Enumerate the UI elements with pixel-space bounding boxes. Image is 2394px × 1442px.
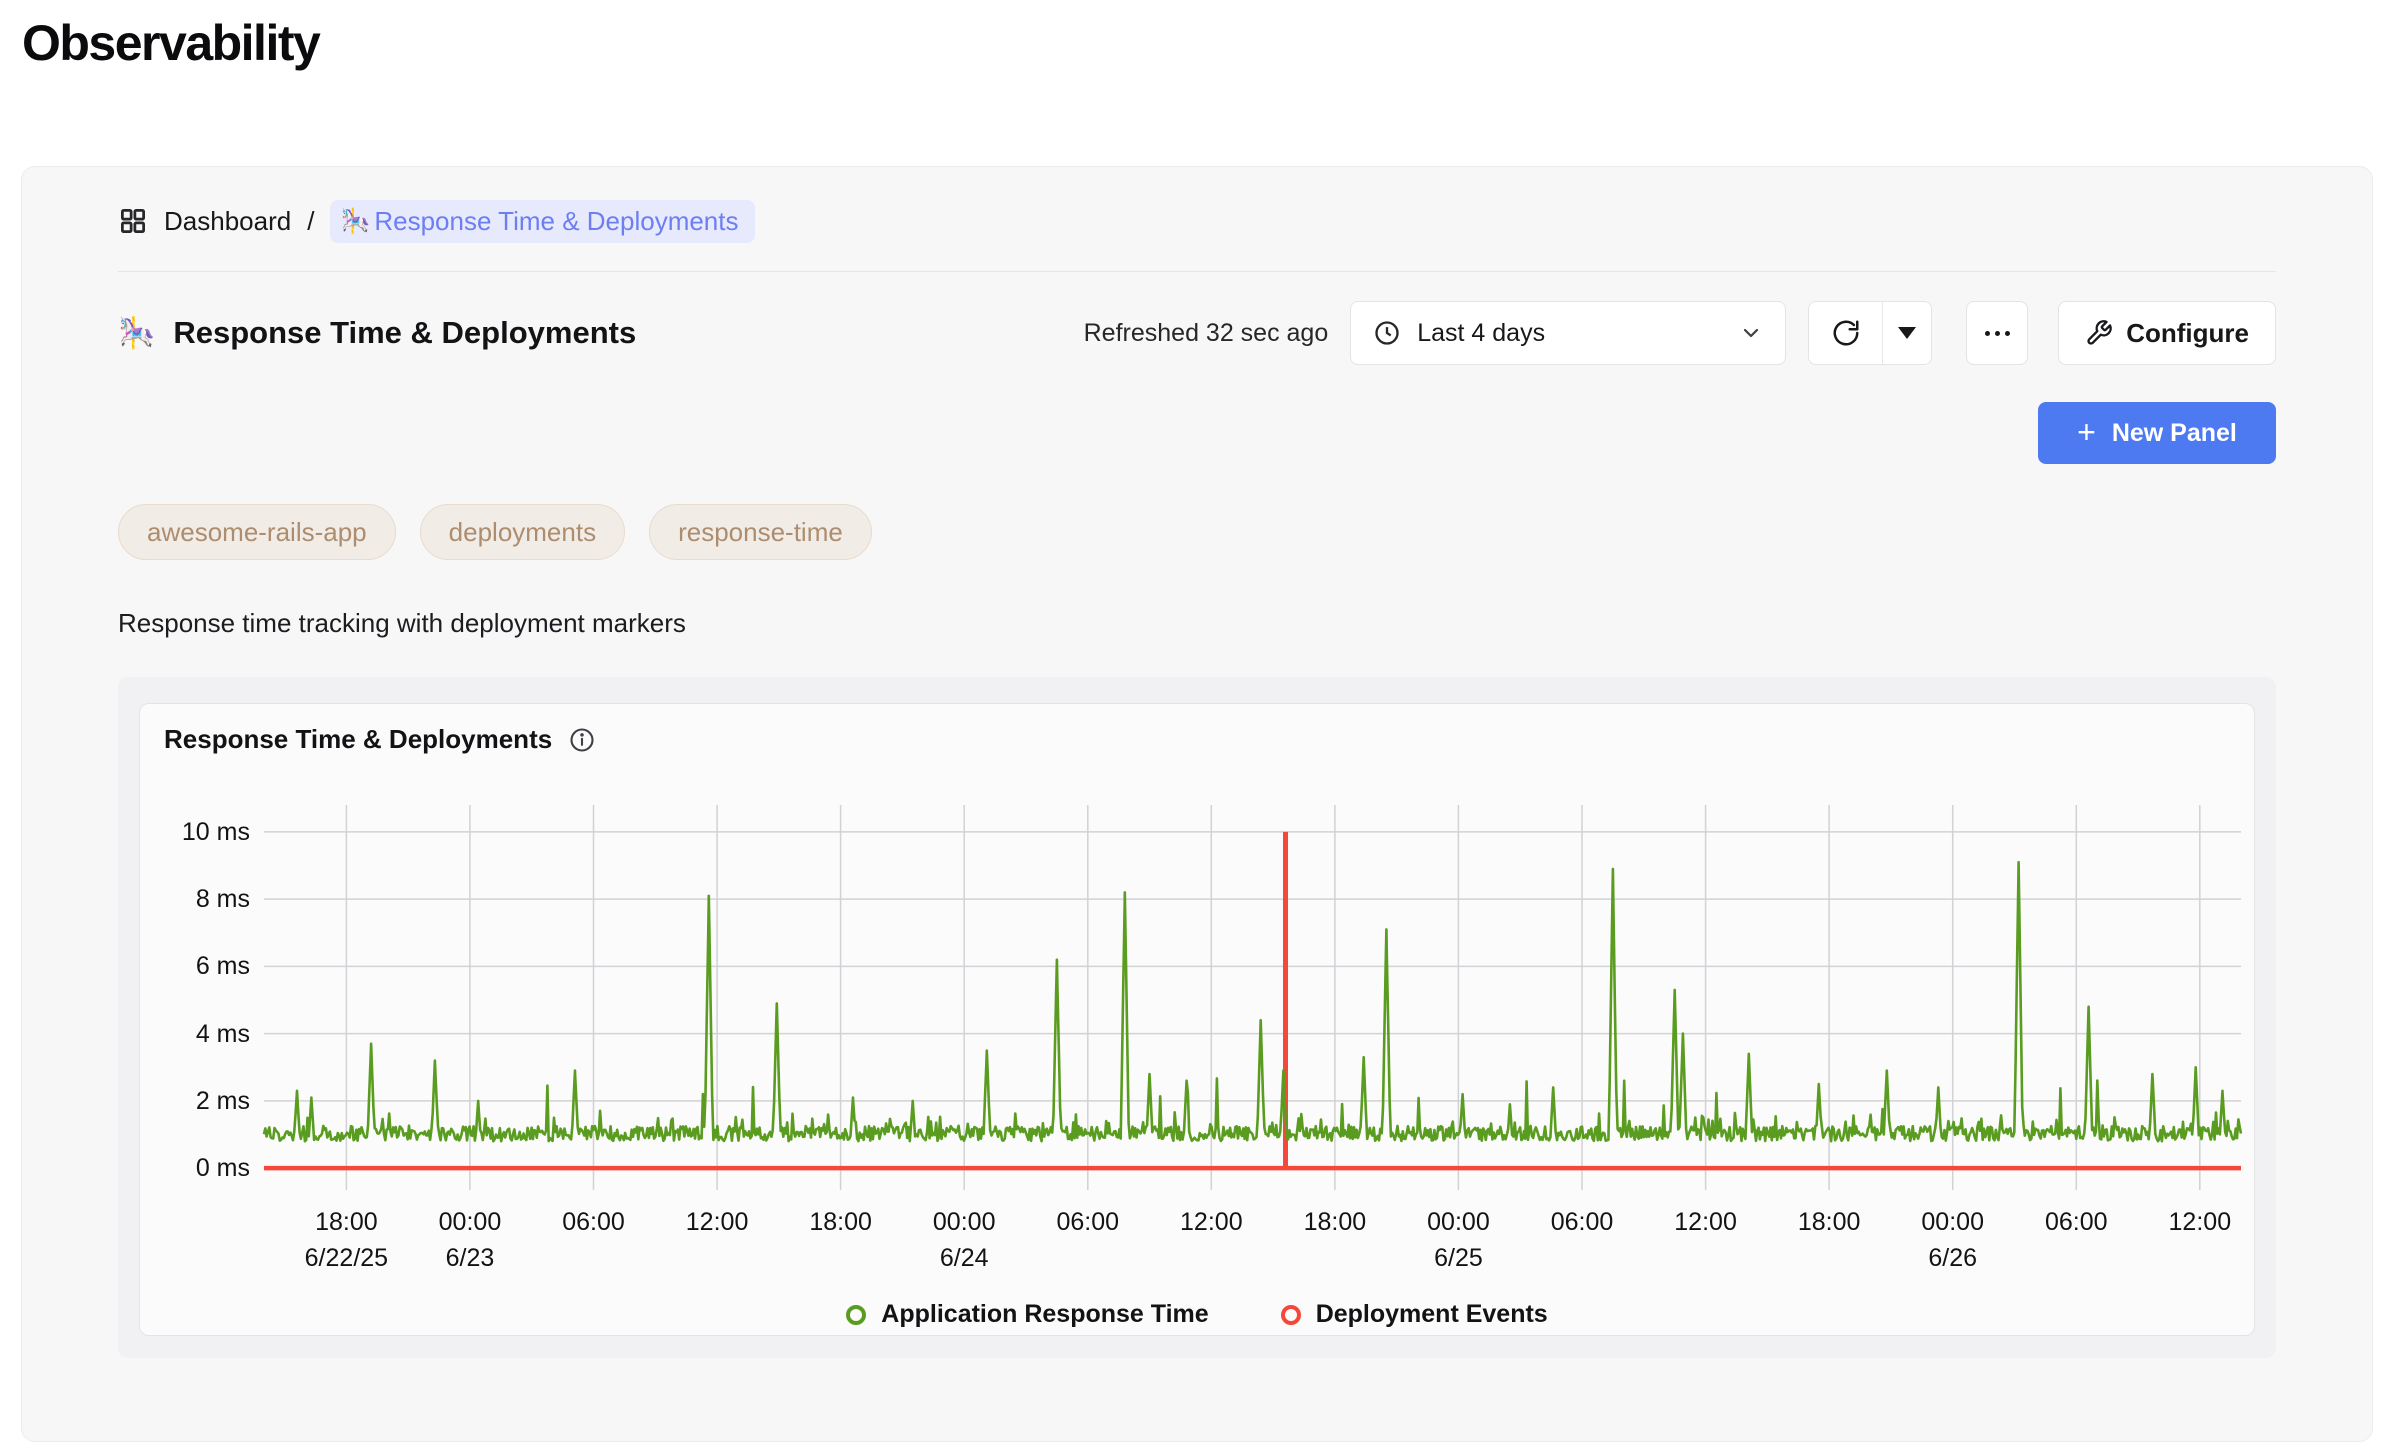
refresh-icon bbox=[1831, 318, 1861, 348]
configure-button[interactable]: Configure bbox=[2058, 301, 2276, 365]
time-range-value: Last 4 days bbox=[1417, 319, 1723, 348]
chart-outer-panel: Response Time & Deployments Application … bbox=[118, 677, 2276, 1358]
refresh-split-button bbox=[1808, 301, 1932, 365]
dashboard-grid-icon bbox=[118, 206, 148, 236]
panel-header-title: Response Time & Deployments bbox=[173, 315, 636, 351]
chart-title: Response Time & Deployments bbox=[164, 724, 552, 755]
legend-item[interactable]: Application Response Time bbox=[846, 1300, 1208, 1329]
x-axis-date-label: 6/22/25 bbox=[286, 1244, 406, 1273]
x-axis-date-label: 6/24 bbox=[904, 1244, 1024, 1273]
x-axis-time-label: 00:00 bbox=[1398, 1208, 1518, 1237]
y-axis-label: 0 ms bbox=[164, 1153, 250, 1183]
legend-item[interactable]: Deployment Events bbox=[1281, 1300, 1548, 1329]
chart-title-row: Response Time & Deployments bbox=[164, 724, 2230, 755]
x-axis-time-label: 18:00 bbox=[1769, 1208, 1889, 1237]
y-axis-label: 8 ms bbox=[164, 884, 250, 914]
panel-header-left: 🎠 Response Time & Deployments bbox=[118, 315, 636, 351]
x-axis-time-label: 12:00 bbox=[2140, 1208, 2255, 1237]
tag-awesome-rails-app[interactable]: awesome-rails-app bbox=[118, 504, 396, 560]
x-axis-time-label: 00:00 bbox=[410, 1208, 530, 1237]
panel-header: 🎠 Response Time & Deployments Refreshed … bbox=[118, 300, 2276, 366]
chart-body: Application Response Time Deployment Even… bbox=[164, 757, 2230, 1332]
new-panel-label: New Panel bbox=[2112, 419, 2237, 448]
new-panel-row: + New Panel bbox=[118, 402, 2276, 464]
legend-label: Deployment Events bbox=[1316, 1300, 1548, 1329]
x-axis-time-label: 00:00 bbox=[1893, 1208, 2013, 1237]
configure-label: Configure bbox=[2126, 318, 2249, 349]
tag-deployments[interactable]: deployments bbox=[420, 504, 625, 560]
tag-response-time[interactable]: response-time bbox=[649, 504, 872, 560]
refresh-interval-dropdown-button[interactable] bbox=[1883, 302, 1931, 364]
x-axis-time-label: 12:00 bbox=[1646, 1208, 1766, 1237]
x-axis-time-label: 12:00 bbox=[657, 1208, 777, 1237]
plus-icon: + bbox=[2077, 416, 2096, 448]
legend-marker bbox=[846, 1305, 866, 1325]
x-axis-time-label: 06:00 bbox=[2016, 1208, 2136, 1237]
carousel-emoji-icon: 🎠 bbox=[118, 316, 155, 351]
x-axis-time-label: 18:00 bbox=[286, 1208, 406, 1237]
refreshed-status: Refreshed 32 sec ago bbox=[1084, 319, 1329, 348]
legend-marker bbox=[1281, 1305, 1301, 1325]
legend-label: Application Response Time bbox=[881, 1300, 1208, 1329]
panel-header-controls: Refreshed 32 sec ago Last 4 days bbox=[1084, 301, 2276, 365]
y-axis-label: 4 ms bbox=[164, 1019, 250, 1049]
response-time-deployments-chart bbox=[264, 805, 2241, 1190]
x-axis-time-label: 00:00 bbox=[904, 1208, 1024, 1237]
breadcrumb-current-label: Response Time & Deployments bbox=[374, 206, 738, 237]
dashboard-card: Dashboard / 🎠 Response Time & Deployment… bbox=[21, 166, 2373, 1442]
breadcrumb-current-chip[interactable]: 🎠 Response Time & Deployments bbox=[330, 200, 754, 243]
x-axis-date-label: 6/25 bbox=[1398, 1244, 1518, 1273]
new-panel-button[interactable]: + New Panel bbox=[2038, 402, 2276, 464]
chevron-down-icon bbox=[1739, 321, 1763, 345]
carousel-emoji-icon: 🎠 bbox=[340, 207, 370, 236]
x-axis-time-label: 12:00 bbox=[1151, 1208, 1271, 1237]
tags-row: awesome-rails-app deployments response-tim… bbox=[118, 504, 2276, 560]
y-axis-label: 10 ms bbox=[164, 817, 250, 847]
more-options-button[interactable] bbox=[1966, 301, 2028, 365]
refresh-button[interactable] bbox=[1809, 302, 1883, 364]
x-axis-time-label: 18:00 bbox=[781, 1208, 901, 1237]
x-axis-time-label: 06:00 bbox=[1028, 1208, 1148, 1237]
chart-legend: Application Response Time Deployment Even… bbox=[164, 1300, 2230, 1329]
header-divider bbox=[118, 271, 2276, 272]
response-time-line bbox=[264, 862, 2241, 1141]
breadcrumb: Dashboard / 🎠 Response Time & Deployment… bbox=[118, 167, 2276, 243]
page-title: Observability bbox=[22, 14, 2394, 72]
x-axis-time-label: 06:00 bbox=[1522, 1208, 1642, 1237]
clock-icon bbox=[1373, 319, 1401, 347]
panel-description: Response time tracking with deployment m… bbox=[118, 608, 2276, 639]
x-axis-time-label: 06:00 bbox=[534, 1208, 654, 1237]
wrench-icon bbox=[2085, 319, 2113, 347]
ellipsis-icon bbox=[1985, 331, 1990, 336]
y-axis-label: 2 ms bbox=[164, 1086, 250, 1116]
breadcrumb-dashboard-link[interactable]: Dashboard bbox=[164, 206, 291, 237]
breadcrumb-separator: / bbox=[307, 206, 314, 237]
caret-down-icon bbox=[1898, 327, 1916, 339]
y-axis-label: 6 ms bbox=[164, 951, 250, 981]
x-axis-date-label: 6/23 bbox=[410, 1244, 530, 1273]
x-axis-time-label: 18:00 bbox=[1275, 1208, 1395, 1237]
info-icon[interactable] bbox=[568, 726, 596, 754]
time-range-select[interactable]: Last 4 days bbox=[1350, 301, 1786, 365]
chart-card: Response Time & Deployments Application … bbox=[139, 703, 2255, 1336]
x-axis-date-label: 6/26 bbox=[1893, 1244, 2013, 1273]
